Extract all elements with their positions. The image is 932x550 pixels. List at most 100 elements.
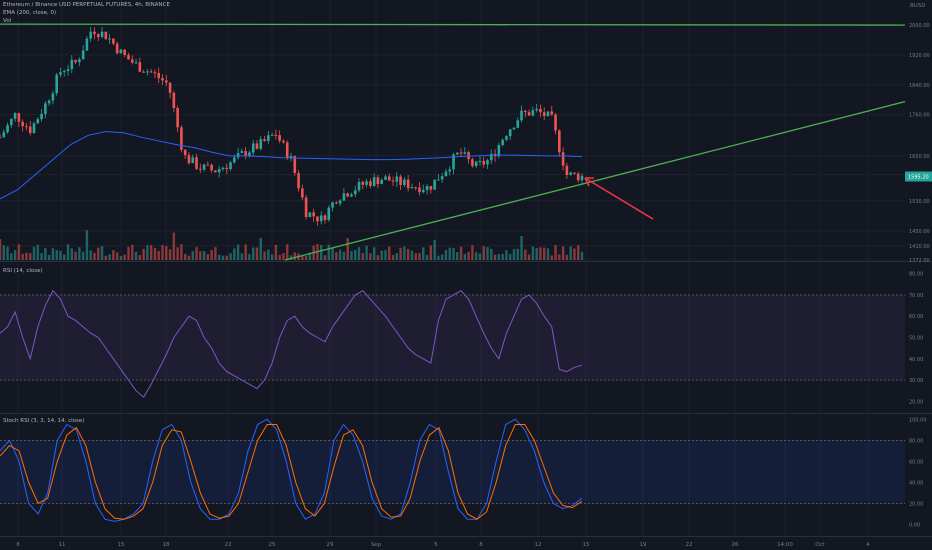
candle-body <box>214 170 217 173</box>
rsi-band <box>0 294 905 381</box>
candle-body <box>369 181 372 186</box>
volume-bar <box>558 254 561 260</box>
candle-body <box>293 156 297 174</box>
candle-body <box>149 71 153 73</box>
volume-bar <box>59 250 62 260</box>
price-tick-label: 1650.00 <box>909 154 930 160</box>
volume-bar <box>346 238 349 260</box>
candle-body <box>6 125 9 133</box>
volume-bar <box>97 247 100 260</box>
volume-bar <box>459 246 463 260</box>
volume-bar <box>335 252 338 260</box>
candle-body <box>0 137 2 139</box>
candle-body <box>191 157 195 164</box>
rsi-tick-label: 80.00 <box>909 272 923 278</box>
candle-body <box>335 202 338 204</box>
volume-bar <box>323 255 327 260</box>
candle-body <box>180 127 183 150</box>
volume-bar <box>21 253 24 260</box>
candle-body <box>70 59 74 70</box>
candle-body <box>346 193 349 197</box>
volume-bar <box>74 251 77 260</box>
time-tick-label: Sep <box>371 542 382 548</box>
candle-body <box>233 157 236 163</box>
volume-bar <box>395 253 399 260</box>
volume-bar <box>93 252 96 260</box>
candle-body <box>123 49 127 56</box>
volume-bar <box>410 250 414 260</box>
volume-bar <box>206 254 210 260</box>
ema-legend[interactable]: EMA (200, close, 0) <box>3 10 57 16</box>
last-price-label: 1595.20 <box>908 174 929 180</box>
stoch-d-line <box>0 424 583 520</box>
candle-body <box>285 142 289 159</box>
volume-bar <box>391 254 395 260</box>
candle-body <box>240 151 244 153</box>
candle-body <box>387 176 391 181</box>
volume-legend[interactable]: Vol <box>3 18 12 24</box>
candle-body <box>301 188 304 198</box>
time-tick-label: 25 <box>269 542 276 548</box>
price-tick-label: 1920.00 <box>909 53 930 59</box>
candle-body <box>172 92 176 108</box>
volume-bar <box>168 249 172 260</box>
candle-body <box>236 152 240 158</box>
volume-bar <box>561 246 565 260</box>
rsi-tick-label: 70.00 <box>909 293 923 299</box>
candle-body <box>561 152 565 166</box>
volume-bar <box>17 244 21 260</box>
candle-body <box>391 180 395 182</box>
time-tick-label: 26 <box>732 542 739 548</box>
volume-bar <box>478 253 482 260</box>
time-tick-label: 8 <box>16 542 20 548</box>
volume-bar <box>70 248 74 260</box>
candle-body <box>437 179 440 181</box>
candle-body <box>221 167 225 170</box>
volume-bar <box>252 247 255 260</box>
volume-bar <box>535 248 538 260</box>
candle-body <box>119 49 123 54</box>
candle-body <box>40 113 43 120</box>
time-tick-label: 8 <box>479 542 483 548</box>
volume-bar <box>78 247 81 260</box>
volume-bar <box>233 248 236 260</box>
time-tick-label: 15 <box>118 542 125 548</box>
candle-body <box>350 194 353 197</box>
volume-bar <box>29 253 32 260</box>
candle-body <box>21 121 24 127</box>
volume-bar <box>474 252 478 260</box>
candle-body <box>59 72 62 75</box>
price-tick-label: 1760.00 <box>909 113 930 119</box>
currency-label: BUSD <box>910 3 926 9</box>
volume-bar <box>403 246 406 260</box>
volume-bar <box>554 244 557 260</box>
rsi-line <box>0 289 583 398</box>
candle-body <box>365 181 368 185</box>
volume-bar <box>278 254 281 260</box>
volume-bar <box>289 255 293 260</box>
volume-bar <box>520 235 523 260</box>
candle-body <box>198 168 202 170</box>
candle-body <box>78 59 81 63</box>
volume-bar <box>327 244 330 260</box>
candle-body <box>565 165 569 175</box>
resistance-line <box>0 23 906 26</box>
volume-bar <box>10 253 13 260</box>
volume-bar <box>89 250 92 260</box>
candle-body <box>406 179 410 189</box>
volume-bar <box>100 246 104 260</box>
stoch-tick-label: 80.00 <box>909 438 923 444</box>
time-tick-label: 4 <box>866 542 870 548</box>
volume-bar <box>384 250 387 260</box>
volume-bar <box>388 246 391 260</box>
volume-bar <box>138 255 142 260</box>
candle-body <box>248 152 251 156</box>
time-tick-label: 14:00 <box>777 542 793 548</box>
volume-bar <box>6 246 9 260</box>
candle-body <box>96 34 100 38</box>
volume-bar <box>497 254 501 260</box>
stoch-rsi-legend[interactable]: Stoch RSI (3, 3, 14, 14, close) <box>3 418 85 424</box>
volume-bar <box>418 253 421 260</box>
rsi-legend[interactable]: RSI (14, close) <box>3 268 43 274</box>
